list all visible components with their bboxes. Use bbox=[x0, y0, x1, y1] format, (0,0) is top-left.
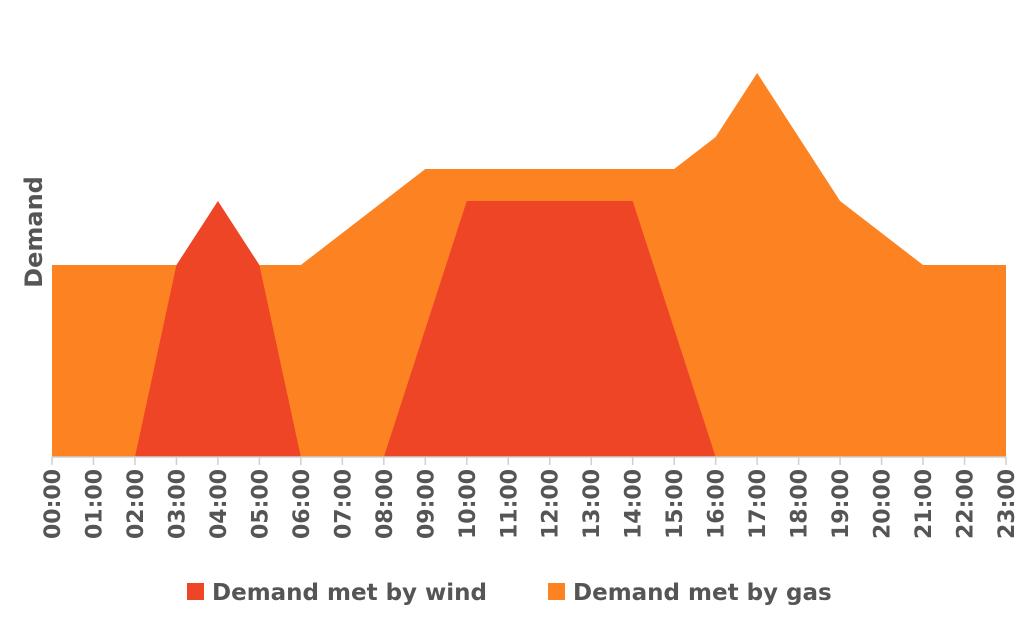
x-tick-label: 03:00 bbox=[165, 469, 190, 539]
wind-area bbox=[52, 201, 1006, 457]
x-tick-label: 01:00 bbox=[82, 469, 107, 539]
x-tick-label: 10:00 bbox=[456, 469, 481, 539]
x-tick-label: 12:00 bbox=[539, 469, 564, 539]
x-tick-label: 19:00 bbox=[829, 469, 854, 539]
x-tick-label: 22:00 bbox=[954, 469, 979, 539]
legend-swatch-wind[interactable] bbox=[187, 583, 204, 600]
x-axis-tick-labels: 00:00 01:00 02:00 03:00 04:00 05:00 06:00 07:00… bbox=[41, 469, 1020, 539]
x-tick-label: 23:00 bbox=[995, 469, 1020, 539]
x-tick-label: 06:00 bbox=[290, 469, 315, 539]
x-axis-ticks bbox=[51, 457, 1007, 465]
x-tick-label: 13:00 bbox=[580, 469, 605, 539]
x-tick-label: 02:00 bbox=[124, 469, 149, 539]
legend-label-gas[interactable]: Demand met by gas bbox=[573, 580, 832, 606]
x-tick-label: 08:00 bbox=[373, 469, 398, 539]
x-tick-label: 14:00 bbox=[622, 469, 647, 539]
x-tick-label: 21:00 bbox=[912, 469, 937, 539]
y-axis-title: Demand bbox=[20, 176, 48, 288]
x-tick-label: 04:00 bbox=[207, 469, 232, 539]
x-tick-label: 17:00 bbox=[746, 469, 771, 539]
x-tick-label: 18:00 bbox=[788, 469, 813, 539]
x-tick-label: 11:00 bbox=[497, 469, 522, 539]
x-tick-label: 07:00 bbox=[331, 469, 356, 539]
x-tick-label: 00:00 bbox=[41, 469, 66, 539]
legend-label-wind[interactable]: Demand met by wind bbox=[212, 580, 487, 606]
x-tick-label: 09:00 bbox=[414, 469, 439, 539]
legend: Demand met by wind Demand met by gas bbox=[187, 580, 832, 606]
plot-areas bbox=[52, 73, 1006, 457]
x-tick-label: 16:00 bbox=[705, 469, 730, 539]
legend-swatch-gas[interactable] bbox=[548, 583, 565, 600]
x-tick-label: 05:00 bbox=[248, 469, 273, 539]
x-tick-label: 15:00 bbox=[663, 469, 688, 539]
x-tick-label: 20:00 bbox=[871, 469, 896, 539]
